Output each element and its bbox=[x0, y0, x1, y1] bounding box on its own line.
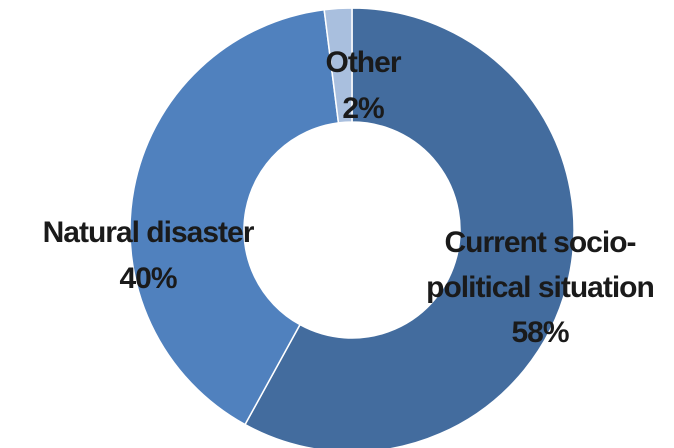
slice-current-socio-political-situation bbox=[244, 7, 575, 448]
slice-percent-current-socio-political-situation: 58% bbox=[511, 316, 568, 349]
slice-labels: Current socio-political situation 58% Natu… bbox=[43, 46, 655, 349]
slice-percent-natural-disaster: 40% bbox=[119, 262, 176, 295]
slice-label-current-socio-political-situation: Current socio- bbox=[444, 226, 635, 259]
slice-label-natural-disaster: Natural disaster bbox=[43, 216, 255, 249]
slice-percent-other: 2% bbox=[342, 92, 384, 125]
slice-natural-disaster bbox=[129, 8, 340, 426]
slice-label-current-socio-political-situation: political situation bbox=[426, 271, 654, 304]
slice-label-other: Other bbox=[325, 46, 401, 79]
doughnut-slices bbox=[129, 7, 575, 448]
slice-other bbox=[323, 7, 353, 124]
